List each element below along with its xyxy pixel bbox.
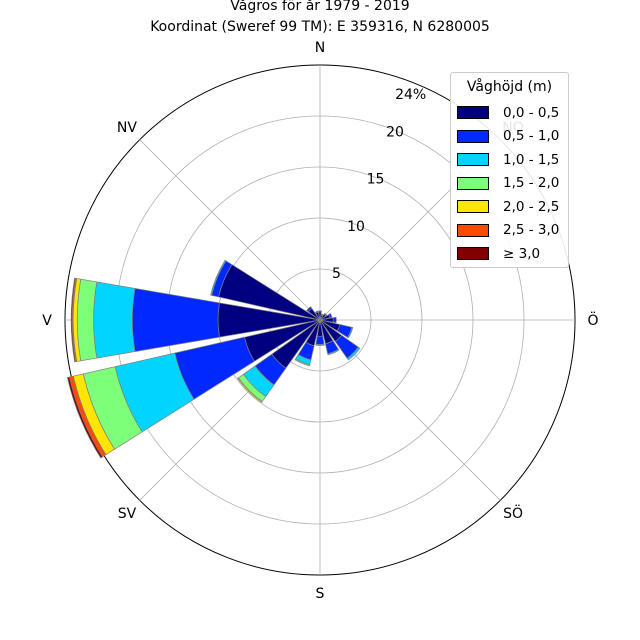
bar-segment (328, 312, 333, 319)
bar-segment (315, 335, 325, 345)
direction-label: NV (117, 120, 137, 136)
bar-segment (327, 348, 340, 356)
bar-segment (210, 259, 227, 296)
bar-segment (237, 377, 263, 403)
bar-segment (306, 306, 313, 313)
direction-label: S (316, 586, 325, 602)
bar-segment (76, 278, 98, 362)
bar-segment (131, 288, 220, 352)
direction-label: SÖ (503, 504, 523, 522)
radial-tick-label: 15 (367, 172, 385, 188)
legend-label: 0,0 - 0,5 (503, 104, 560, 121)
legend-label: 1,5 - 2,0 (503, 175, 560, 192)
legend-label: 0,5 - 1,0 (503, 128, 560, 145)
legend-item: 0,5 - 1,0 (457, 125, 562, 149)
bar-segment (346, 346, 361, 361)
radial-tick-label: 10 (347, 219, 365, 235)
legend-item: 2,0 - 2,5 (457, 195, 562, 219)
legend-swatch (457, 129, 489, 143)
legend-label: 2,0 - 2,5 (503, 198, 560, 215)
legend-label: 1,0 - 1,5 (503, 151, 560, 168)
bar-segment (294, 358, 311, 367)
bar-segment (93, 281, 136, 359)
bar-segment (66, 376, 103, 459)
legend-item: 1,5 - 2,0 (457, 172, 562, 196)
chart-subtitle: Koordinat (Sweref 99 TM): E 359316, N 62… (150, 19, 490, 35)
bar-segment (323, 312, 328, 317)
legend-swatch (457, 223, 489, 237)
legend-item: 0,0 - 0,5 (457, 101, 562, 125)
direction-label: Ö (587, 311, 598, 329)
radial-tick-label: 20 (386, 125, 404, 141)
legend-swatch (457, 247, 489, 261)
legend-title: Våghöjd (m) (466, 79, 553, 95)
bar-segment (314, 310, 319, 314)
bar-segment (315, 343, 325, 346)
legend-swatch (457, 200, 489, 214)
legend-item: ≥ 3,0 (457, 242, 562, 266)
bar-segment (347, 326, 354, 339)
radial-tick-label: 5 (332, 266, 341, 282)
direction-label: SV (118, 506, 137, 522)
legend-label: ≥ 3,0 (503, 245, 541, 262)
bar-segment (70, 277, 77, 363)
direction-label: N (315, 40, 325, 56)
legend-swatch (457, 153, 489, 167)
wave-rose-bars (66, 259, 361, 459)
direction-label: V (42, 313, 52, 329)
chart-title: Vågros för år 1979 - 2019 (230, 0, 410, 14)
legend-item: 1,0 - 1,5 (457, 148, 562, 172)
legend-swatch (457, 176, 489, 190)
bar-segment (332, 316, 337, 324)
legend: Våghöjd (m) 0,0 - 0,5 0,5 - 1,0 1,0 - 1,5 1… (450, 72, 569, 268)
bar-segment (318, 310, 322, 313)
legend-label: 2,5 - 3,0 (503, 222, 560, 239)
radial-tick-label: 24% (395, 87, 426, 103)
legend-swatch (457, 106, 489, 120)
angular-gridline (139, 139, 321, 321)
legend-item: 2,5 - 3,0 (457, 219, 562, 243)
